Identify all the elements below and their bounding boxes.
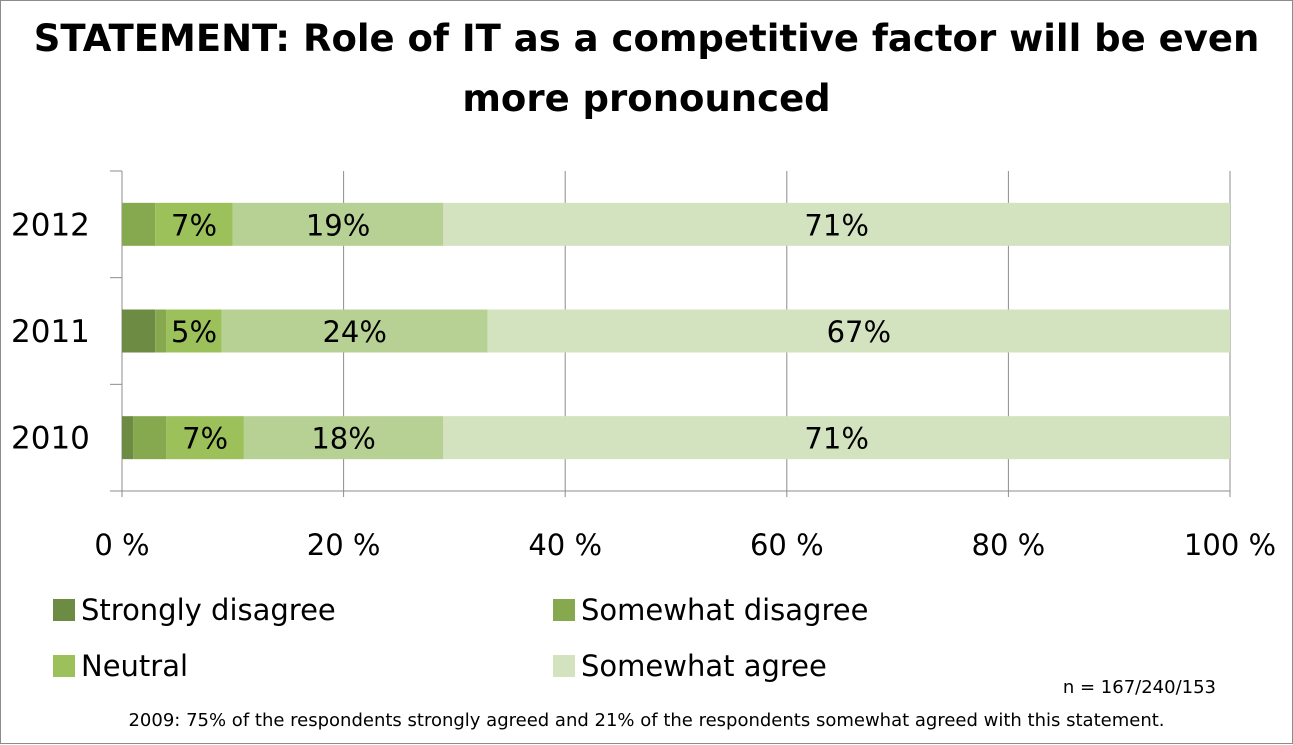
bar-segment [155,202,233,246]
data-label: 67% [827,315,891,349]
data-label: 5% [171,315,217,349]
x-tick-label: 0 % [94,528,149,562]
bar-segment [443,416,1230,460]
bar-segment [155,309,167,353]
bar-segment [133,416,167,460]
x-tick-label: 40 % [528,528,602,562]
bar-segment [122,202,156,246]
bar-segment [221,309,488,353]
data-label: 7% [182,422,228,456]
data-label: 18% [311,422,375,456]
data-label: 19% [306,208,370,242]
y-category-label: 2011 [11,314,90,350]
x-tick-label: 60 % [750,528,824,562]
bar-segment [443,202,1230,246]
data-label: 7% [171,208,217,242]
y-category-label: 2010 [11,421,90,457]
y-category-label: 2012 [11,207,90,243]
x-tick-label: 100 % [1184,528,1276,562]
bar-segment [122,309,156,353]
footnote: 2009: 75% of the respondents strongly ag… [128,710,1165,731]
data-label: 71% [804,208,868,242]
sample-size-note: n = 167/240/153 [1062,677,1216,698]
bar-segment [122,416,134,460]
chart-title: STATEMENT: Role of IT as a competitive f… [33,17,1260,120]
bar-segment [166,416,244,460]
x-tick-label: 20 % [307,528,381,562]
bar-segment [166,309,222,353]
bar-segment [232,202,444,246]
bar-segment [487,309,1230,353]
x-tick-label: 80 % [972,528,1046,562]
data-label: 24% [322,315,386,349]
bar-segment [243,416,444,460]
data-label: 71% [804,422,868,456]
